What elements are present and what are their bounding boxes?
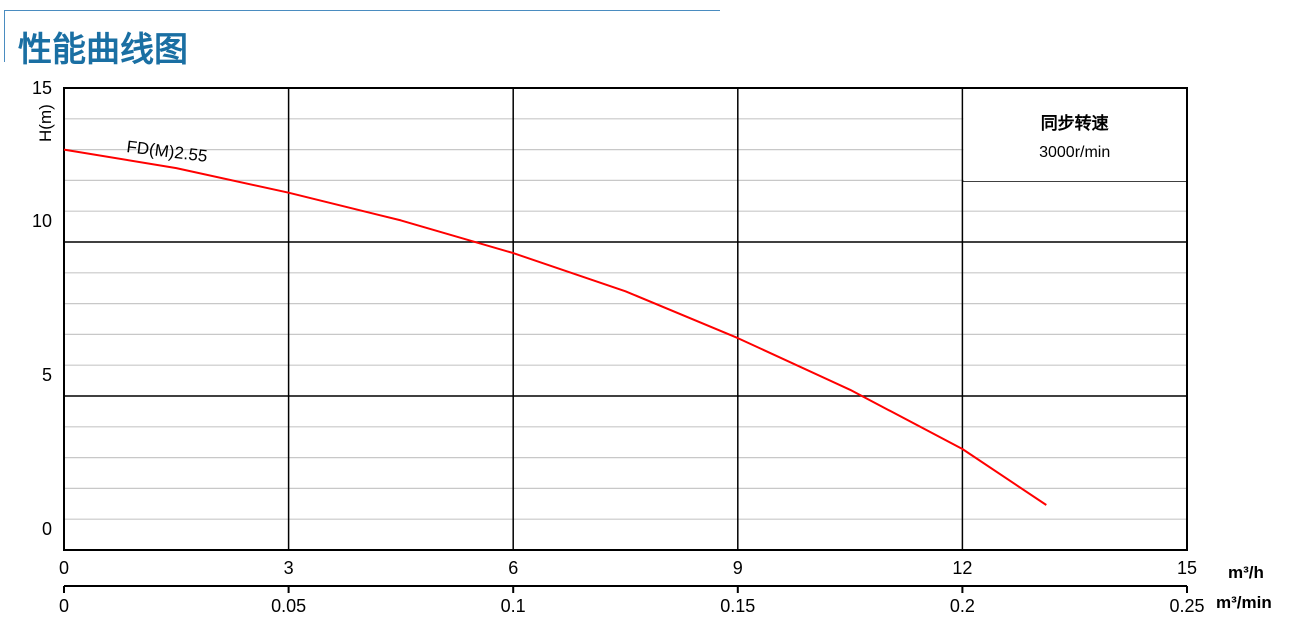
- x-axis-label: m³/h: [1228, 563, 1264, 582]
- x-tick-label: 3: [284, 558, 294, 578]
- annotation-line1: 同步转速: [1041, 113, 1109, 133]
- series-line: [63, 148, 1047, 506]
- header-rule-left: [4, 10, 5, 62]
- y-tick-label: 5: [42, 365, 52, 385]
- header-rule: [4, 10, 720, 11]
- x-tick-label: 0: [59, 558, 69, 578]
- secondary-x-tick-label: 0: [59, 596, 69, 616]
- y-tick-label: 10: [32, 211, 52, 231]
- y-tick-label: 15: [32, 78, 52, 98]
- x-tick-label: 6: [508, 558, 518, 578]
- secondary-x-tick-label: 0.2: [950, 596, 975, 616]
- secondary-x-tick-label: 0.05: [271, 596, 306, 616]
- secondary-x-tick-label: 0.25: [1169, 596, 1204, 616]
- y-axis-label: H(m): [36, 104, 55, 142]
- secondary-x-tick-label: 0.1: [501, 596, 526, 616]
- x-tick-label: 15: [1177, 558, 1197, 578]
- annotation-box-bg: [963, 89, 1186, 181]
- x-tick-label: 12: [952, 558, 972, 578]
- x-tick-label: 9: [733, 558, 743, 578]
- plot-frame: [63, 87, 1188, 551]
- y-tick-label: 0: [42, 519, 52, 539]
- page-title: 性能曲线图: [18, 30, 188, 70]
- annotation-line2: 3000r/min: [1039, 144, 1110, 161]
- secondary-x-axis-label: m³/min: [1216, 593, 1272, 612]
- secondary-x-tick-label: 0.15: [720, 596, 755, 616]
